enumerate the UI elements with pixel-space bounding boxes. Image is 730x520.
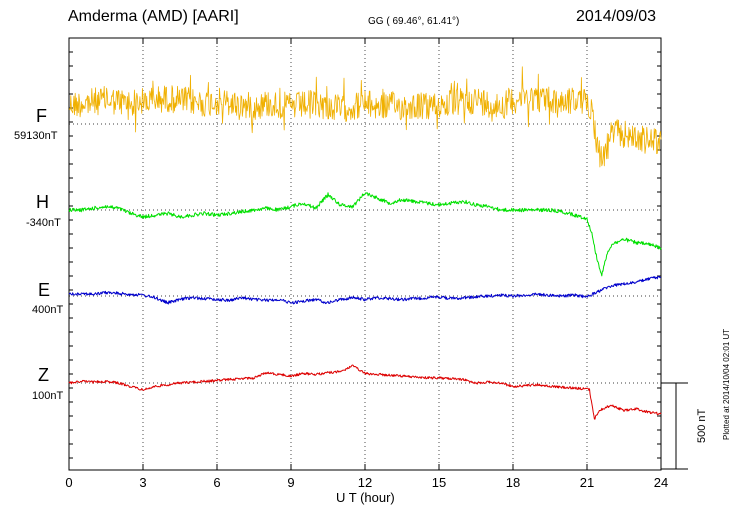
series-label-e: E (38, 280, 51, 300)
series-label-h: H (36, 192, 49, 212)
x-axis-label: U T (hour) (336, 490, 395, 505)
plotted-timestamp: Plotted at 2014/10/04 02:01 UT (722, 328, 730, 440)
series-baseline-h: -340nT (26, 217, 61, 229)
x-tick-label: 9 (287, 475, 294, 490)
x-tick-label: 6 (213, 475, 220, 490)
series-line-h (68, 192, 662, 277)
series-baseline-z: 100nT (32, 390, 64, 402)
series-label-f: F (36, 106, 47, 126)
series-label-z: Z (38, 365, 49, 385)
plot-date: 2014/09/03 (576, 8, 657, 25)
series-line-e (68, 275, 662, 305)
x-tick-label: 12 (358, 475, 372, 490)
series-line-f (68, 66, 662, 168)
series-baseline-f: 59130nT (14, 130, 58, 142)
station-title: Amderma (AMD) [AARI] (68, 8, 239, 25)
x-tick-label: 15 (432, 475, 446, 490)
geo-coordinates: GG ( 69.46°, 61.41°) (368, 16, 460, 27)
x-tick-label: 21 (580, 475, 594, 490)
x-tick-label: 24 (654, 475, 668, 490)
x-tick-label: 3 (139, 475, 146, 490)
series-line-z (68, 364, 662, 420)
x-tick-label: 0 (65, 475, 72, 490)
scale-bar-label: 500 nT (696, 408, 708, 443)
x-tick-label: 18 (506, 475, 520, 490)
series-baseline-e: 400nT (32, 304, 64, 316)
